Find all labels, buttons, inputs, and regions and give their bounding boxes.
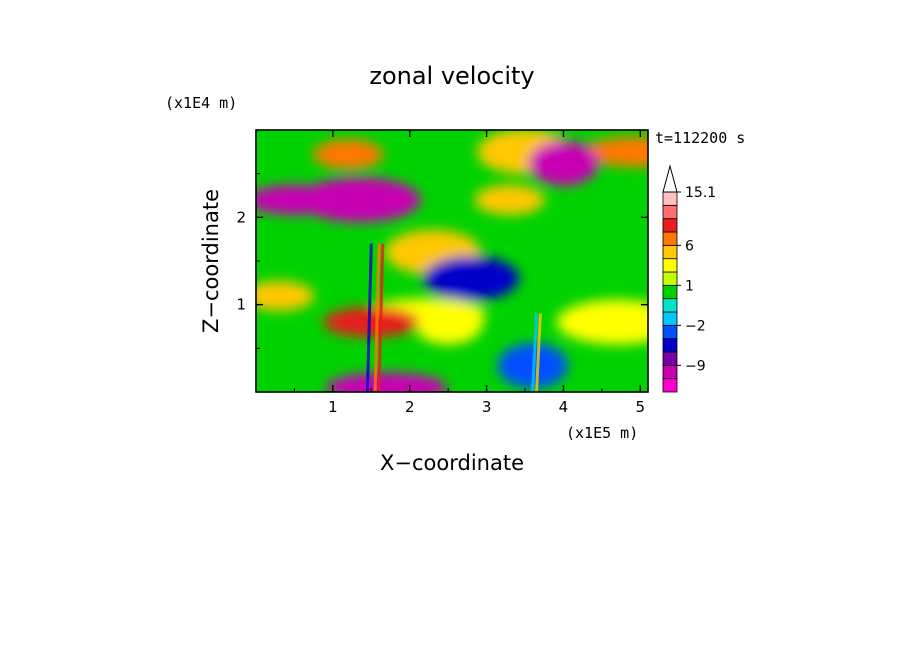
field-feature [412,299,484,345]
colorbar-tick-label: −9 [685,358,706,374]
x-tick-label: 4 [559,398,569,416]
colorbar-tick-label: 6 [685,238,694,254]
y-unit-label: (x1E4 m) [165,94,237,112]
colorbar: 15.1 6 1 −2 −9 [662,164,716,393]
colorbar-segment [662,311,678,326]
colorbar-segment [662,271,678,286]
colorbar-segment [662,364,678,380]
colorbar-tick-label: 15.1 [685,185,716,201]
field-streak [531,313,539,392]
y-tick-label: 1 [236,296,246,314]
colorbar-segment [662,324,678,340]
field-feature [313,139,384,170]
field-streak [377,243,385,392]
time-label: t=112200 s [655,129,745,147]
colorbar-extend-arrow [662,164,678,193]
x-unit-label: (x1E5 m) [566,424,638,442]
colorbar-segment [662,244,678,260]
field-feature [323,307,420,338]
colorbar-segment [662,351,678,366]
field-feature [423,255,520,301]
colorbar-segment [662,218,678,233]
field-streak [365,243,373,392]
field-feature [256,280,315,311]
y-axis: 12 [236,173,648,349]
field-feature [325,372,448,392]
chart-title: zonal velocity [369,62,534,90]
colorbar-tick-label: 1 [685,278,694,294]
x-tick-label: 3 [482,398,492,416]
colorbar-segment [662,378,678,393]
field-feature [528,140,599,186]
y-axis-title: Z−coordinate [199,189,223,333]
x-tick-label: 5 [636,398,646,416]
field-feature [298,177,421,223]
field-streak [535,313,542,392]
colorbar-segment [662,258,678,273]
x-tick-label: 2 [405,398,415,416]
colorbar-segment [662,231,678,246]
colorbar-tick-label: −2 [685,318,706,334]
field-feature [556,299,648,345]
colorbar-segment [662,204,678,220]
colorbar-segment [662,338,678,353]
field-streak [373,243,381,392]
x-axis: 1 2 3 4 5 [293,130,646,416]
x-axis-title: X−coordinate [380,451,524,475]
colorbar-segment [662,298,678,313]
y-tick-label: 2 [236,208,246,226]
colorbar-segment [662,191,678,206]
x-tick-label: 1 [328,398,338,416]
colorbar-segment [662,284,678,300]
field-feature [474,184,545,215]
